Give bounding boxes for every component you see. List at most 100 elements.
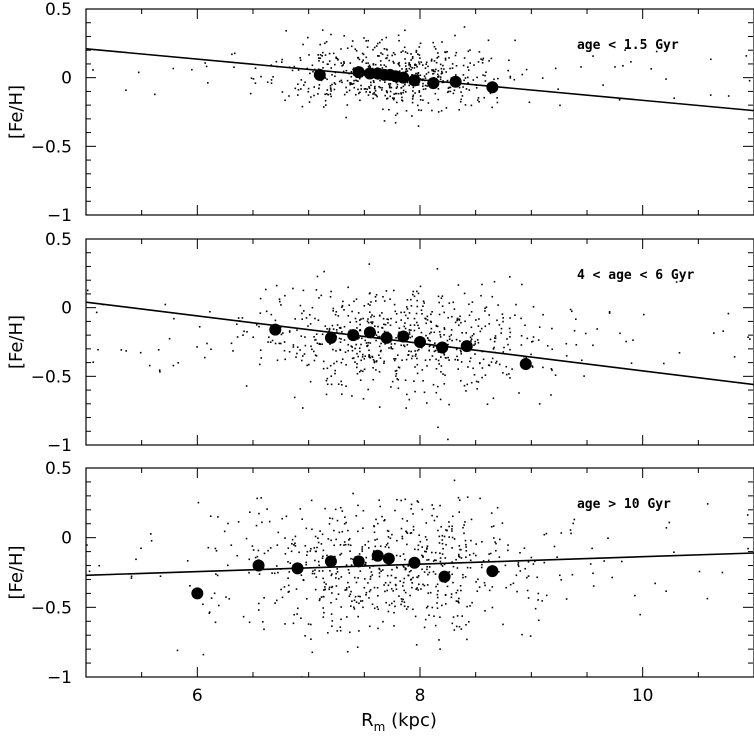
star-point: [340, 618, 342, 621]
star-point: [313, 350, 315, 353]
star-point: [498, 363, 501, 366]
star-point: [206, 342, 208, 345]
star-point: [470, 104, 473, 107]
star-point: [484, 74, 486, 77]
star-point: [371, 314, 373, 316]
star-point: [456, 318, 459, 321]
star-point: [328, 330, 330, 332]
star-point: [430, 58, 433, 61]
star-point: [384, 81, 386, 83]
star-point: [437, 88, 440, 90]
star-point: [315, 576, 318, 578]
star-point: [479, 362, 481, 365]
star-point: [300, 617, 302, 619]
star-point: [706, 503, 709, 505]
star-point: [592, 572, 594, 575]
star-point: [280, 588, 282, 591]
star-point: [493, 78, 495, 81]
star-point: [360, 600, 362, 602]
star-point: [415, 72, 417, 75]
star-point: [326, 89, 329, 91]
star-point: [350, 345, 353, 347]
star-point: [673, 551, 675, 553]
star-point: [446, 79, 449, 82]
star-point: [283, 349, 286, 352]
star-point: [402, 585, 404, 587]
star-point: [407, 606, 409, 608]
star-point: [447, 343, 449, 346]
star-point: [411, 115, 413, 117]
star-point: [330, 574, 333, 577]
star-point: [467, 76, 469, 79]
star-point: [654, 582, 656, 585]
star-point: [450, 334, 453, 336]
star-point: [534, 560, 536, 563]
star-point: [395, 87, 398, 89]
star-point: [441, 604, 443, 607]
star-point: [502, 623, 504, 626]
star-point: [458, 324, 460, 326]
star-point: [460, 91, 462, 93]
star-point: [186, 560, 189, 562]
star-point: [440, 365, 443, 367]
star-point: [445, 71, 447, 73]
star-point: [489, 552, 492, 555]
star-point: [318, 84, 321, 86]
star-point: [469, 559, 472, 562]
star-point: [338, 337, 341, 340]
star-point: [434, 349, 437, 352]
star-point: [460, 628, 463, 630]
star-point: [404, 498, 407, 501]
star-point: [95, 311, 98, 314]
star-point: [416, 500, 419, 502]
star-point: [263, 597, 265, 599]
star-point: [318, 87, 320, 90]
star-point: [275, 60, 278, 63]
star-point: [435, 585, 437, 588]
star-point: [451, 315, 453, 318]
star-point: [468, 89, 471, 91]
star-point: [380, 570, 382, 572]
star-point: [427, 592, 430, 594]
star-point: [388, 347, 390, 349]
star-point: [508, 59, 510, 62]
star-point: [317, 93, 319, 95]
star-point: [438, 363, 440, 365]
star-point: [505, 586, 507, 589]
star-point: [307, 90, 310, 93]
star-point: [481, 376, 483, 379]
star-point: [397, 378, 399, 381]
star-point: [430, 60, 433, 62]
star-point: [294, 542, 296, 545]
star-point: [463, 532, 465, 535]
star-point: [233, 66, 235, 68]
star-point: [368, 292, 371, 295]
star-point: [407, 565, 409, 567]
star-point: [391, 568, 393, 571]
star-point: [414, 366, 416, 368]
star-point: [391, 54, 393, 57]
star-point: [367, 62, 369, 64]
star-point: [334, 555, 336, 558]
star-point: [347, 529, 349, 532]
star-point: [469, 605, 471, 607]
star-point: [381, 89, 383, 91]
star-point: [362, 527, 364, 529]
star-point: [433, 350, 436, 353]
star-point: [494, 335, 497, 337]
star-point: [422, 300, 425, 302]
x-tick-label: 6: [192, 686, 203, 706]
star-point: [452, 301, 454, 304]
star-point: [354, 361, 356, 363]
star-point: [346, 650, 349, 653]
star-point: [435, 358, 437, 361]
star-point: [500, 327, 503, 330]
star-point: [480, 58, 482, 60]
star-point: [216, 574, 219, 577]
star-point: [476, 388, 478, 390]
star-point: [367, 388, 369, 391]
star-point: [465, 390, 467, 392]
star-point: [423, 584, 426, 587]
binned-mean-point: [291, 562, 304, 575]
binned-mean-point: [486, 81, 499, 94]
